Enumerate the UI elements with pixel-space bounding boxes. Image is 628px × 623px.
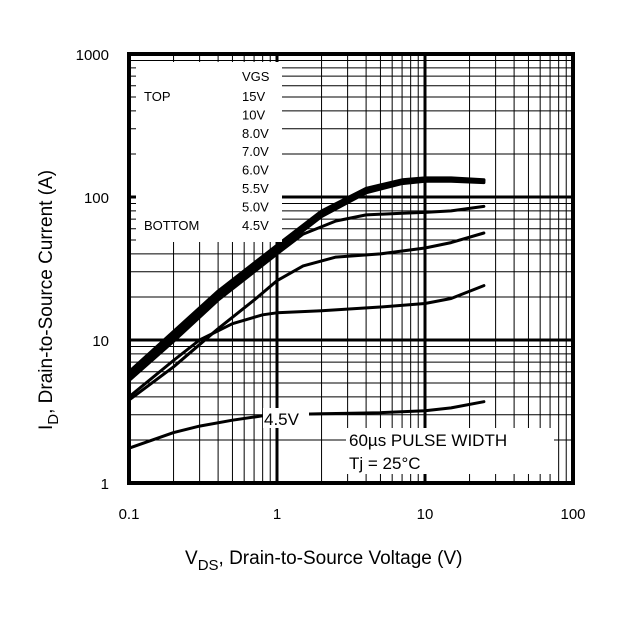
legend-entry: 4.5V — [242, 218, 269, 233]
legend-entry: 8.0V — [242, 126, 269, 141]
tj-note: Tj = 25°C — [349, 454, 421, 473]
y-axis-title: ID, Drain-to-Source Current (A) — [36, 170, 62, 430]
curve-label-4-5v: 4.5V — [264, 410, 300, 429]
legend-background — [136, 62, 282, 242]
series-line-6-0v — [127, 179, 486, 380]
series-line-5-0v — [127, 231, 486, 402]
tick-labels: 0.1 1 10 100 1 10 100 1000 — [76, 47, 586, 523]
legend-bottom-label: BOTTOM — [144, 218, 199, 233]
legend-entry: 5.5V — [242, 181, 269, 196]
legend-entry: 6.0V — [242, 163, 269, 178]
legend-header: VGS — [242, 69, 270, 84]
series-line-4-0v — [127, 284, 486, 399]
legend-entry: 15V — [242, 89, 265, 104]
y-tick-label: 1 — [101, 476, 109, 493]
x-axis-title-sub: DS — [198, 557, 219, 574]
x-tick-label: 0.1 — [119, 506, 140, 523]
y-axis-title-rest: , Drain-to-Source Current (A) — [36, 170, 57, 414]
x-tick-label: 1 — [273, 506, 281, 523]
conditions-background — [346, 428, 554, 474]
legend-top-label: TOP — [144, 89, 171, 104]
legend: VGS TOP BOTTOM 15V 10V 8.0V 7.0V 6.0V 5.5V 5.0… — [136, 62, 282, 242]
curve-label-background — [263, 408, 309, 428]
x-axis-title-main: V — [185, 548, 198, 569]
x-axis-title: VDS, Drain-to-Source Voltage (V) — [185, 548, 462, 574]
y-tick-label: 10 — [92, 333, 109, 350]
plot-frame — [127, 52, 575, 485]
series-line-5-5v — [127, 204, 486, 383]
x-axis-title-rest: , Drain-to-Source Voltage (V) — [219, 548, 463, 569]
y-axis-title-main: I — [36, 425, 57, 430]
x-tick-label: 10 — [417, 506, 434, 523]
x-tick-label: 100 — [560, 506, 585, 523]
y-axis-title-sub: D — [45, 414, 62, 425]
legend-entries: 15V 10V 8.0V 7.0V 6.0V 5.5V 5.0V 4.5V — [242, 89, 269, 233]
legend-entry: 5.0V — [242, 199, 269, 214]
legend-entry: 10V — [242, 107, 265, 122]
legend-entry: 7.0V — [242, 144, 269, 159]
y-tick-label: 100 — [84, 190, 109, 207]
series-group — [127, 176, 486, 450]
pulse-width-note: 60µs PULSE WIDTH — [349, 431, 507, 450]
y-tick-label: 1000 — [76, 47, 109, 64]
